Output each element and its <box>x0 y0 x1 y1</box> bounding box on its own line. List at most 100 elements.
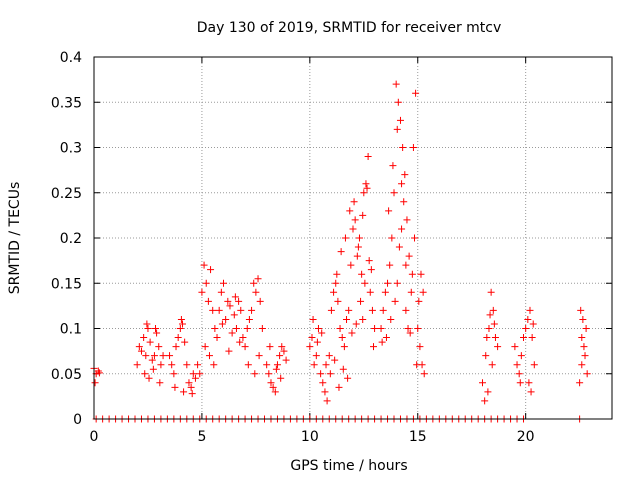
data-point <box>176 325 184 332</box>
data-point <box>280 347 288 355</box>
data-point <box>364 153 372 161</box>
data-point <box>180 388 188 396</box>
data-point <box>408 270 416 278</box>
data-point <box>211 325 219 332</box>
data-point <box>318 329 326 337</box>
data-point <box>396 116 404 124</box>
data-point <box>400 198 408 206</box>
x-tick-label: 20 <box>517 429 535 445</box>
data-point <box>330 288 338 296</box>
data-point <box>228 329 236 337</box>
data-point <box>313 338 321 346</box>
data-point <box>222 315 230 323</box>
data-point <box>95 369 103 377</box>
data-point <box>152 325 160 332</box>
data-point <box>338 334 346 342</box>
data-point <box>394 98 402 106</box>
data-point <box>528 334 536 342</box>
data-point <box>368 306 376 314</box>
data-point <box>488 361 496 369</box>
data-point <box>244 361 252 369</box>
data-point <box>578 334 586 342</box>
data-point <box>194 361 202 369</box>
data-point <box>323 397 331 405</box>
data-point <box>370 343 378 351</box>
data-point <box>485 325 493 332</box>
data-point <box>133 361 141 369</box>
data-point <box>336 325 344 332</box>
data-point <box>276 352 284 360</box>
data-point <box>263 361 271 369</box>
data-point <box>183 361 191 369</box>
data-point <box>245 315 253 323</box>
data-point <box>401 171 409 179</box>
data-point <box>406 329 414 337</box>
data-point <box>527 388 535 396</box>
grid-lines <box>94 57 612 419</box>
x-tick-label: 15 <box>409 429 427 445</box>
data-point <box>483 334 491 342</box>
data-point <box>327 306 335 314</box>
data-point <box>355 234 363 242</box>
x-tick-label: 5 <box>197 429 206 445</box>
x-axis-title: GPS time / hours <box>290 458 407 474</box>
data-point <box>354 243 362 251</box>
data-point <box>579 315 587 323</box>
data-point <box>91 379 99 387</box>
data-point <box>489 306 497 314</box>
data-point <box>386 261 394 269</box>
data-point <box>191 374 199 382</box>
data-point <box>371 325 379 332</box>
data-point <box>277 374 285 382</box>
data-point <box>331 356 339 364</box>
data-point <box>272 365 280 373</box>
data-point <box>235 297 243 305</box>
data-point <box>255 352 263 360</box>
data-point <box>243 325 251 332</box>
data-point <box>155 343 163 351</box>
data-point <box>188 390 196 398</box>
data-point <box>157 361 165 369</box>
data-point <box>398 180 406 188</box>
data-point <box>256 297 264 305</box>
data-point <box>361 279 369 287</box>
x-tick-label: 0 <box>90 429 99 445</box>
data-point <box>266 343 274 351</box>
data-point <box>210 361 218 369</box>
data-point <box>148 356 156 364</box>
data-point <box>511 343 519 351</box>
data-point <box>391 297 399 305</box>
data-point <box>322 361 330 369</box>
data-point <box>231 293 239 301</box>
data-point <box>415 297 423 305</box>
data-point <box>490 320 498 328</box>
data-point <box>205 352 213 360</box>
data-point <box>388 234 396 242</box>
data-point <box>419 288 427 296</box>
data-point <box>482 352 490 360</box>
data-point <box>156 379 164 387</box>
plot-frame <box>93 56 613 420</box>
data-point <box>405 252 413 260</box>
data-point <box>384 279 392 287</box>
data-point <box>239 334 247 342</box>
data-point <box>390 189 398 197</box>
data-point <box>142 352 150 360</box>
data-point <box>309 315 317 323</box>
data-point <box>392 80 400 88</box>
data-point <box>149 365 157 373</box>
data-point <box>577 306 585 314</box>
data-point <box>347 261 355 269</box>
data-point <box>334 297 342 305</box>
data-point <box>143 320 151 328</box>
data-point <box>146 338 154 346</box>
data-point <box>308 334 316 342</box>
data-point <box>265 370 273 378</box>
data-point <box>393 279 401 287</box>
data-point <box>267 379 275 387</box>
data-point <box>271 388 279 396</box>
data-point <box>484 388 492 396</box>
data-point <box>515 370 523 378</box>
data-point <box>225 347 233 355</box>
